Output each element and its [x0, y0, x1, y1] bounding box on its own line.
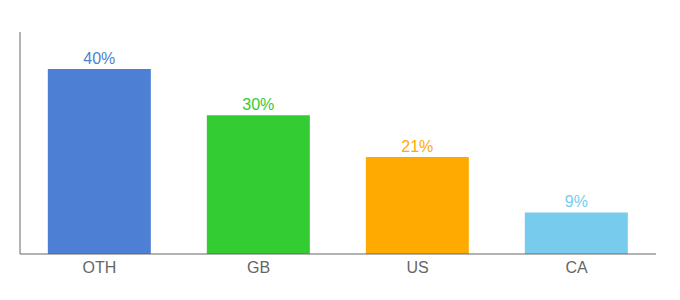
svg-text:9%: 9%	[565, 193, 588, 210]
svg-text:GB: GB	[247, 259, 270, 276]
svg-text:US: US	[406, 259, 428, 276]
svg-text:CA: CA	[565, 259, 588, 276]
svg-text:21%: 21%	[401, 138, 433, 155]
svg-text:OTH: OTH	[83, 259, 117, 276]
svg-text:40%: 40%	[83, 50, 115, 67]
svg-text:30%: 30%	[242, 96, 274, 113]
